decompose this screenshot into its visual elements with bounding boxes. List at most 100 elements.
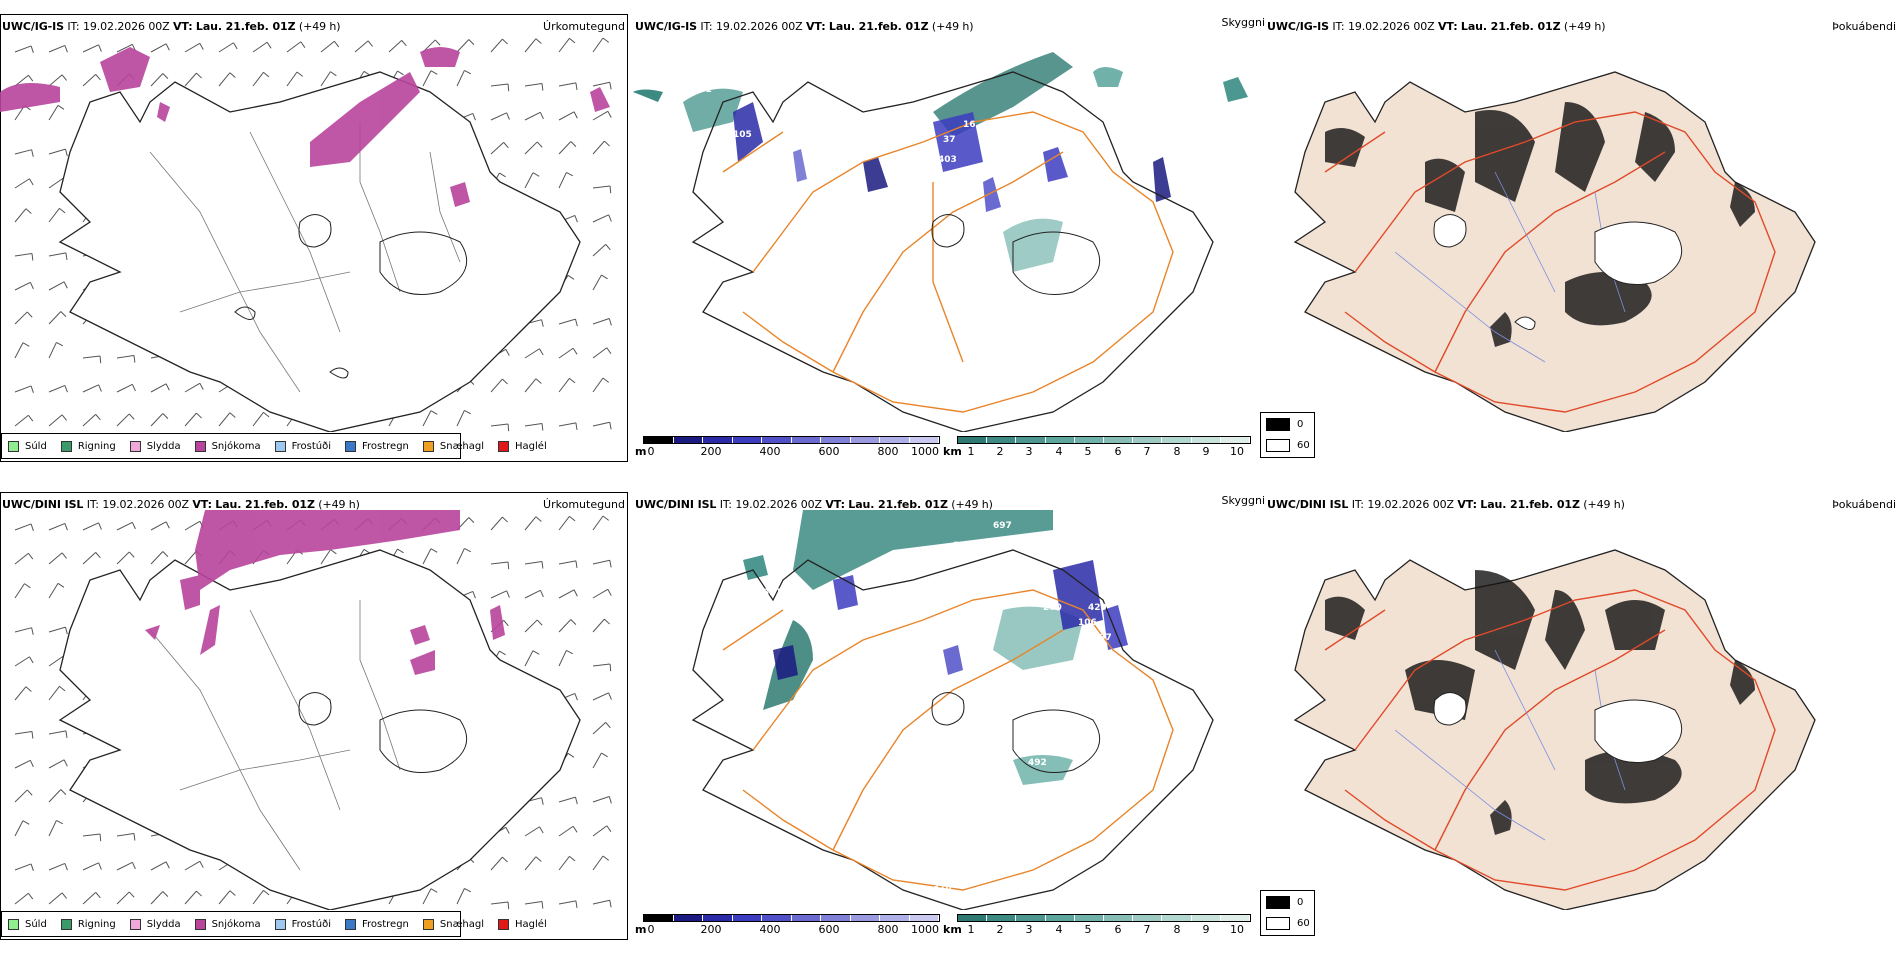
vt-label: VT:: [825, 498, 845, 511]
legend-item: Frostregn: [345, 440, 409, 452]
legend-item: Slydda: [129, 918, 181, 930]
it-label: IT:: [1332, 20, 1345, 33]
wind-barb: [184, 382, 204, 393]
panel-title: UWC/DINI ISL IT: 19.02.2026 00Z VT: Lau.…: [2, 498, 360, 511]
wind-barb: [558, 900, 578, 909]
ceiling-label: 37: [943, 135, 956, 145]
legend-swatch-freezing-rain: [345, 440, 356, 452]
ceiling-color-7: [850, 915, 880, 921]
visibility-panel-top: UWC/IG-IS IT: 19.02.2026 00Z VT: Lau. 21…: [633, 14, 1265, 484]
ceiling-colorbar: m 0 200 400 600 800 1000: [635, 914, 940, 944]
visibility-color-7: [1162, 437, 1192, 443]
wind-barb: [592, 855, 610, 871]
visibility-color-2: [1016, 437, 1046, 443]
wind-barb: [456, 70, 472, 87]
snow-precip-areas: [0, 47, 610, 207]
wind-barb: [558, 141, 577, 155]
legend-swatch-rain: [60, 440, 72, 452]
wind-barb: [14, 627, 34, 635]
legend-item: Rigning: [60, 918, 116, 930]
visibility-tick: 3: [1025, 923, 1033, 936]
wind-barb: [48, 789, 67, 803]
wind-barb: [48, 759, 68, 769]
wind-barb: [150, 43, 170, 53]
wind-barb: [320, 549, 337, 565]
ceiling-tick: 800: [877, 445, 899, 458]
wind-barb: [14, 45, 34, 53]
legend-item: Rigning: [60, 440, 116, 452]
wind-barb: [184, 412, 202, 427]
wind-barb: [592, 559, 612, 568]
wind-barb: [524, 38, 542, 53]
it-label: IT:: [1351, 498, 1364, 511]
glaciers: [931, 214, 1101, 295]
model-name: UWC/DINI ISL: [635, 498, 717, 511]
wind-barb: [490, 83, 510, 92]
glaciers: [931, 692, 1101, 773]
wind-barb: [524, 560, 544, 569]
legend-swatch-freezing-drizzle: [274, 918, 286, 930]
ceiling-color-2: [703, 437, 733, 443]
ceiling-color-8: [880, 437, 910, 443]
wind-barb: [48, 44, 68, 53]
wind-barb: [14, 414, 34, 427]
valid-time: Lau. 21.feb. 01Z: [195, 20, 296, 33]
top-row: UWC/IG-IS IT: 19.02.2026 00Z VT: Lau. 21…: [0, 14, 1900, 484]
wind-barb: [558, 172, 574, 189]
ceiling-label: 106: [1078, 618, 1097, 628]
wind-barb: [524, 516, 542, 531]
wind-barb: [592, 243, 611, 257]
it-label: IT:: [700, 20, 713, 33]
field-name: Þokuábendi: [1832, 20, 1896, 33]
wind-barb: [524, 111, 544, 121]
precip-type-panel-top: UWC/IG-IS IT: 19.02.2026 00Z VT: Lau. 21…: [0, 14, 630, 484]
valid-time: Lau. 21.feb. 01Z: [1480, 498, 1580, 511]
wind-barb: [48, 104, 65, 121]
wind-barb: [116, 383, 136, 393]
ceiling-label: 16: [963, 120, 976, 130]
wind-barb: [592, 515, 610, 531]
wind-barb: [592, 110, 612, 121]
visibility-color-4: [1074, 915, 1105, 921]
wind-barb: [82, 891, 101, 905]
issue-time: 19.02.2026 00Z: [1367, 498, 1454, 511]
model-name: UWC/IG-IS: [1267, 20, 1329, 33]
wind-barb: [14, 385, 34, 393]
panel-title: UWC/DINI ISL IT: 19.02.2026 00Z VT: Lau.…: [635, 498, 993, 511]
wind-barb: [14, 178, 34, 189]
ceiling-tick: 400: [759, 923, 781, 936]
visibility-tick: 6: [1114, 923, 1122, 936]
wind-barb: [48, 207, 66, 223]
wind-barb: [150, 551, 169, 565]
iceland-outline: [58, 549, 581, 910]
legend-swatch-sleet: [129, 918, 141, 930]
wind-barb: [48, 552, 67, 565]
vt-label: VT:: [805, 20, 826, 33]
wind-barb: [48, 384, 68, 393]
ceiling-label: 697: [993, 521, 1012, 531]
wind-barb: [14, 686, 32, 701]
visibility-tick: 9: [1202, 923, 1210, 936]
wind-barb: [592, 81, 612, 90]
wind-barb: [14, 820, 30, 837]
map-frame: [0, 14, 628, 462]
lead-time: (+49 h): [951, 498, 993, 511]
wind-barb: [116, 861, 136, 871]
wind-barb: [48, 730, 68, 739]
ceiling-labels: 697 891 841 210 321 200 106 429 497 492 …: [763, 521, 1181, 893]
wind-barb: [592, 347, 612, 359]
ceiling-label: 321: [763, 588, 782, 598]
wind-barb: [320, 71, 337, 87]
wind-barb: [320, 40, 340, 53]
visibility-panel-bottom: UWC/DINI ISL IT: 19.02.2026 00Z VT: Lau.…: [633, 492, 1265, 962]
wind-barb: [558, 111, 578, 121]
ceiling-color-6: [821, 915, 851, 921]
wind-barb: [558, 650, 574, 667]
field-name: Úrkomutegund: [543, 20, 625, 33]
ceiling-color-5: [791, 915, 821, 921]
legend-swatch-snow: [194, 440, 206, 452]
legend-swatch-sleet: [129, 440, 141, 452]
legend-item: Súld: [8, 440, 47, 452]
legend-swatch-freezing-rain: [345, 918, 356, 930]
lead-time: (+49 h): [1583, 498, 1625, 511]
